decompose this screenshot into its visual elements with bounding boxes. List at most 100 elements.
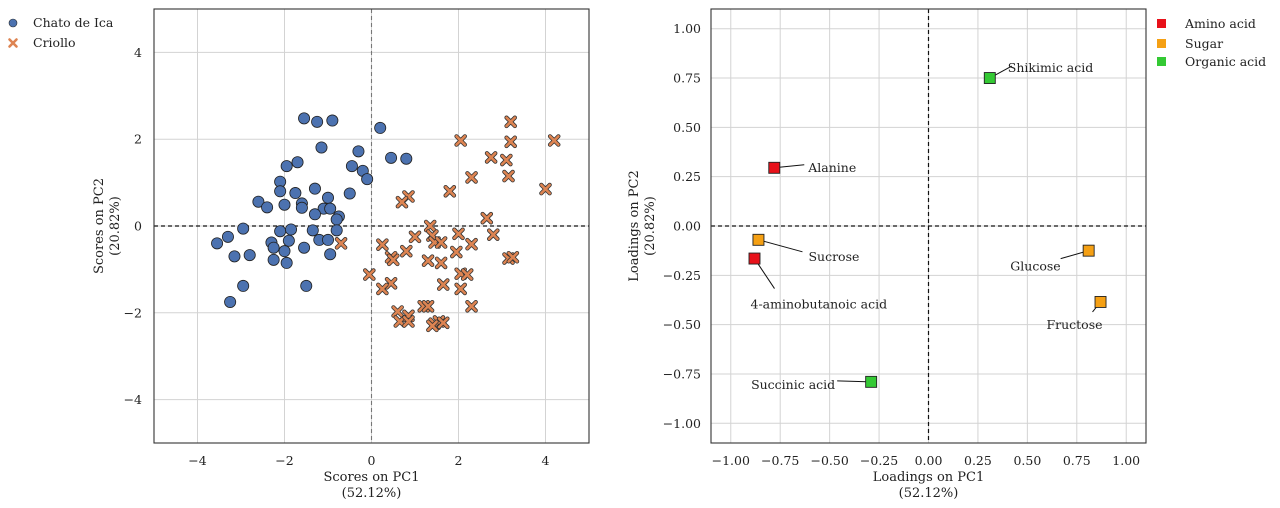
loadings-ytick-label: −0.50 [663, 317, 701, 332]
score-point-criollo [500, 153, 513, 167]
loadings-ytick-label: 1.00 [673, 21, 701, 36]
score-point-criollo [539, 182, 552, 196]
loadings-ytick-label: −1.00 [663, 416, 701, 431]
score-point-criollo [402, 315, 415, 328]
score-point-chato-de-ica [306, 224, 319, 237]
loadings-points [748, 72, 1107, 388]
score-point-chato-de-ica [267, 253, 280, 266]
loadings-ytick-label: −0.75 [663, 366, 701, 381]
loadings-xtick-label: 0.00 [915, 453, 943, 468]
loadings-xtick-label: −0.75 [761, 453, 799, 468]
score-point-chato-de-ica [374, 121, 387, 134]
scores-ytick-label: 4 [134, 45, 142, 60]
score-point-chato-de-ica [289, 187, 302, 200]
scores-legend: Chato de Ica Criollo [8, 15, 114, 50]
legend-marker-criollo [8, 38, 18, 48]
legend-marker-amino-acid [1157, 19, 1166, 28]
scores-xlabel-pct: (52.12%) [342, 486, 402, 501]
score-point-chato-de-ica [274, 225, 287, 238]
leader-sucrose [758, 239, 803, 253]
score-point-chato-de-ica [330, 224, 343, 237]
score-point-chato-de-ica [298, 112, 311, 125]
scores-ytick-label: −4 [124, 392, 142, 407]
score-point-criollo [426, 319, 439, 333]
score-point-criollo [434, 236, 448, 249]
score-point-criollo [423, 219, 437, 233]
score-point-chato-de-ica [278, 245, 291, 258]
legend-label-organic-acid: Organic acid [1185, 54, 1266, 69]
score-point-chato-de-ica [330, 213, 343, 226]
score-point-criollo [450, 245, 463, 259]
score-point-criollo [436, 278, 450, 291]
score-point-criollo [443, 184, 457, 198]
loading-point-fructose [1094, 296, 1107, 308]
score-point-criollo [334, 237, 348, 250]
legend-marker-organic-acid [1157, 57, 1166, 66]
score-point-chato-de-ica [295, 201, 308, 214]
score-point-criollo [393, 315, 407, 328]
score-point-criollo [547, 134, 561, 147]
score-point-chato-de-ica [285, 223, 298, 236]
score-point-criollo [484, 151, 498, 164]
score-point-chato-de-ica [343, 187, 356, 200]
score-point-chato-de-ica [315, 141, 328, 154]
scores-ylabel: Scores on PC2 [92, 178, 107, 274]
loadings-xtick-label: 0.25 [964, 453, 992, 468]
loadings-annotation-leaders [754, 65, 1101, 383]
score-point-chato-de-ica [300, 279, 313, 292]
score-point-chato-de-ica [321, 191, 334, 204]
annotation-alanine: Alanine [807, 160, 856, 175]
loadings-annotations: Shikimic acid Alanine Sucrose 4-aminobut… [751, 60, 1103, 392]
score-point-chato-de-ica [400, 152, 413, 165]
score-point-chato-de-ica [321, 233, 334, 246]
legend-label-chato-de-ica: Chato de Ica [33, 15, 114, 30]
score-point-chato-de-ica [308, 208, 321, 221]
loading-point-glucose [1082, 244, 1095, 257]
scores-plot-frame [153, 8, 590, 444]
score-point-criollo [454, 282, 467, 296]
score-point-chato-de-ica [291, 156, 304, 169]
loading-point-shikimic-acid [983, 72, 996, 84]
loading-point-sucrose [752, 233, 765, 246]
scores-points [211, 112, 561, 333]
loadings-xtick-label: −0.50 [810, 453, 848, 468]
score-point-criollo [421, 254, 435, 268]
score-point-chato-de-ica [278, 198, 291, 211]
score-point-chato-de-ica [280, 256, 293, 269]
score-point-chato-de-ica [280, 160, 293, 173]
legend-label-amino-acid: Amino acid [1184, 16, 1256, 31]
loadings-legend: Amino acid Sugar Organic acid [1157, 16, 1266, 69]
score-point-chato-de-ica [345, 160, 358, 173]
scores-ylabel-pct: (20.82%) [108, 196, 123, 256]
score-point-chato-de-ica [308, 182, 321, 195]
score-point-criollo [391, 305, 404, 318]
loadings-ylabel: Loadings on PC2 [627, 170, 642, 281]
score-point-criollo [376, 238, 389, 251]
score-point-criollo [408, 230, 422, 244]
loadings-ytick-label: −0.25 [663, 268, 701, 283]
score-point-criollo [436, 316, 450, 330]
score-point-chato-de-ica [228, 250, 241, 263]
legend-label-criollo: Criollo [33, 35, 76, 50]
score-point-chato-de-ica [267, 241, 280, 254]
score-point-criollo [504, 115, 518, 129]
scores-xtick-label: −4 [188, 453, 206, 468]
scores-xtick-label: 0 [368, 453, 376, 468]
scores-xtick-label: 2 [455, 453, 463, 468]
annotation-sucrose: Sucrose [808, 249, 859, 264]
score-point-chato-de-ica [352, 145, 365, 158]
loadings-ytick-label: 0.00 [673, 219, 701, 234]
score-point-criollo [465, 299, 478, 313]
score-point-chato-de-ica [311, 115, 324, 128]
score-point-criollo [502, 169, 515, 183]
score-point-criollo [434, 256, 448, 270]
loadings-xtick-label: −0.25 [860, 453, 898, 468]
loadings-ylabel-pct: (20.82%) [643, 196, 658, 256]
score-point-chato-de-ica [324, 248, 337, 261]
score-point-chato-de-ica [361, 173, 374, 186]
score-point-chato-de-ica [211, 237, 224, 250]
scores-ytick-label: −2 [124, 305, 142, 320]
score-point-criollo [506, 250, 520, 264]
scores-xtick-label: 4 [542, 453, 550, 468]
